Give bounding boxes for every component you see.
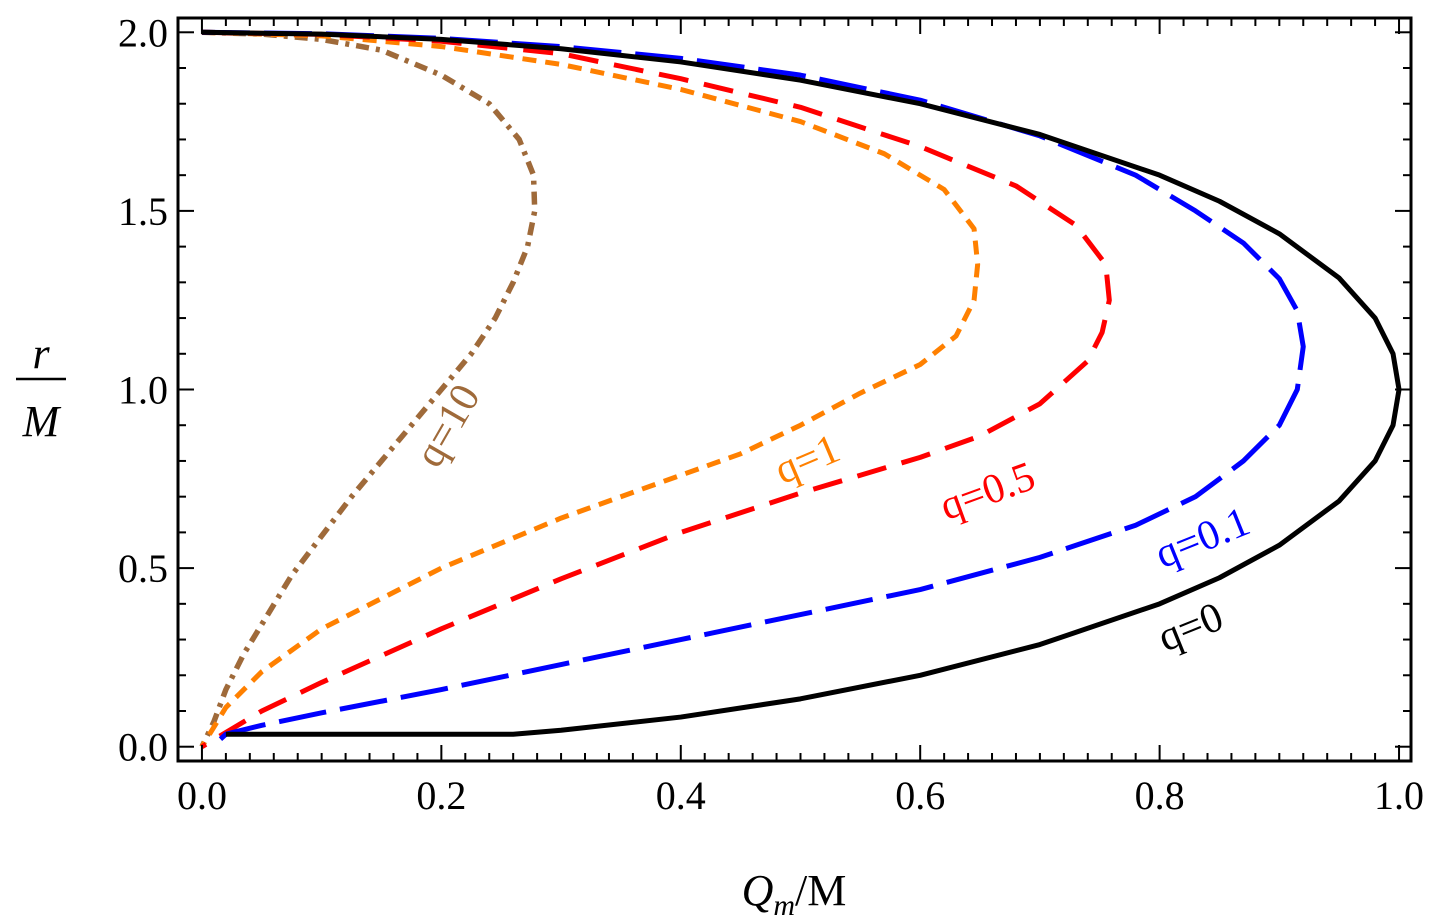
y-tick-label: 2.0 [118,10,168,55]
y-axis-label-numerator: r [32,329,50,378]
series-q-0-1-line [201,29,1306,746]
series-q-0-5-line [200,29,1112,749]
x-tick-label: 0.2 [416,773,466,818]
x-tick-label: 0.0 [177,773,227,818]
y-axis-label: r M [16,329,66,446]
x-tick-label: 1.0 [1374,773,1424,818]
x-axis-label-sub: m [773,889,795,922]
x-tick-label: 0.8 [1135,773,1185,818]
y-tick-label: 1.5 [118,189,168,234]
x-tick-label: 0.6 [895,773,945,818]
x-axis-label: Qm/M [742,866,847,922]
y-axis-label-denominator: M [22,397,62,446]
series-q-10-line [199,29,538,748]
x-tick-label: 0.4 [656,773,706,818]
series-q-1-line [199,29,981,749]
axis-ticks: 0.0 0.2 0.4 0.6 0.8 1.0 0.0 0.5 1.0 1.5 2.0 [118,10,1424,818]
series-layer [199,29,1402,749]
x-axis-label-rest: /M [795,866,846,915]
y-tick-label: 1.0 [118,368,168,413]
x-axis-label-main: Q [742,866,774,915]
y-tick-label: 0.0 [118,725,168,770]
y-tick-label: 0.5 [118,546,168,591]
